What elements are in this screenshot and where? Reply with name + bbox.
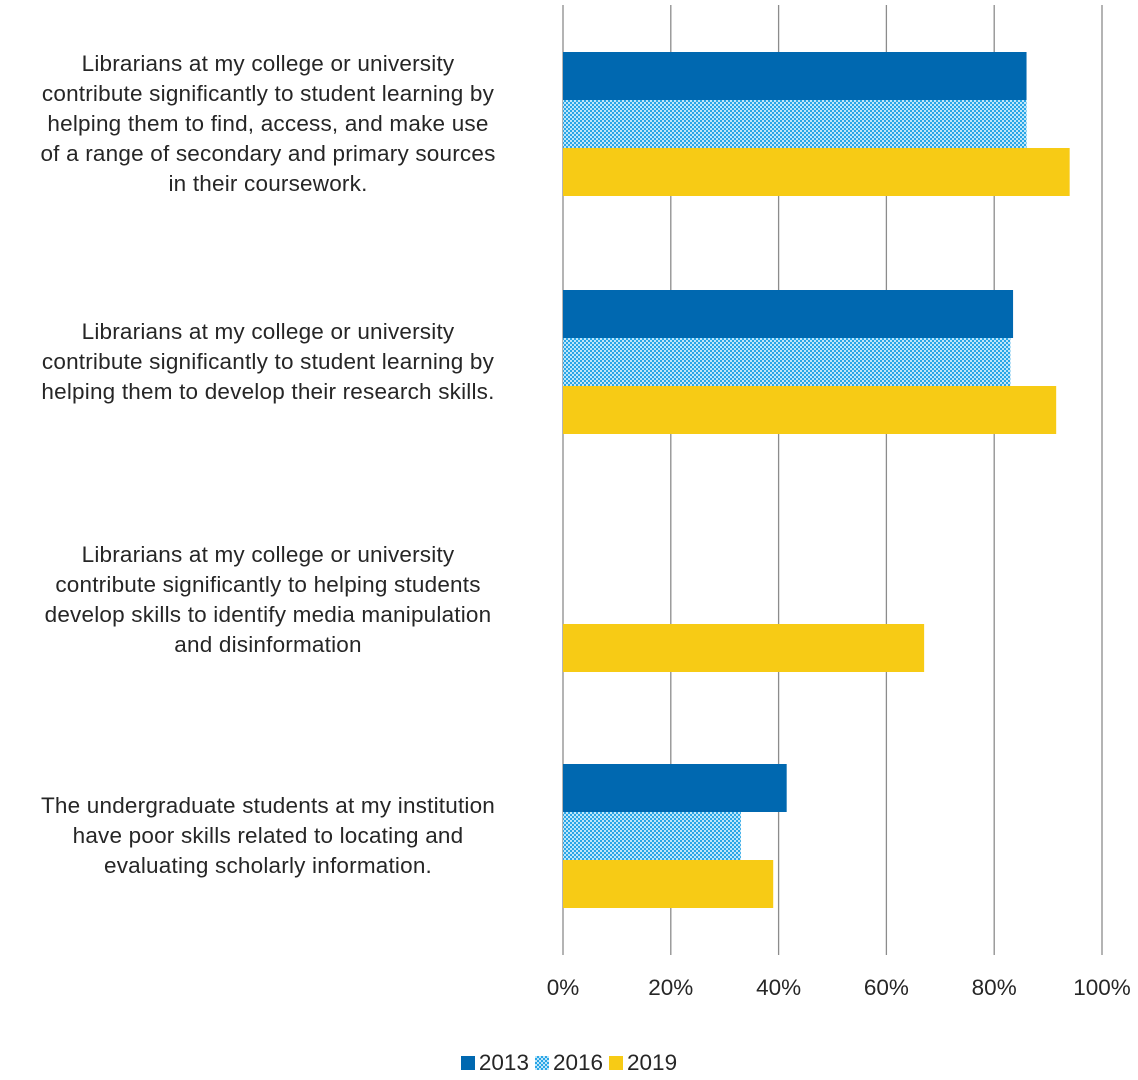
legend-label: 2013 (478, 1050, 529, 1075)
category-label-line: have poor skills related to locating and (72, 823, 464, 848)
bar-2013-category-4 (563, 764, 787, 812)
category-label-line: helping them to find, access, and make u… (47, 111, 489, 136)
legend-swatch (609, 1056, 624, 1070)
legend-label: 2016 (552, 1050, 604, 1075)
x-tick-label: 0% (547, 975, 580, 1000)
category-label-line: of a range of secondary and primary sour… (40, 141, 496, 166)
bar-2016-category-4 (563, 812, 741, 860)
category-label-line: helping them to develop their research s… (41, 379, 495, 404)
bars (563, 52, 1070, 908)
x-tick-label: 80% (972, 975, 1017, 1000)
category-label-line: and disinformation (174, 632, 362, 657)
legend-swatch (534, 1056, 549, 1070)
legend-item-2019: 2019 (609, 1050, 677, 1076)
category-label-1: Librarians at my college or university co… (0, 49, 538, 199)
chart-svg: 0% 20% 40% 60% 80% 100% (547, 5, 1131, 1000)
category-label-3: Librarians at my college or university co… (0, 540, 538, 660)
x-tick-label: 60% (864, 975, 909, 1000)
bar-2013-category-1 (563, 52, 1027, 100)
category-label-line: in their coursework. (168, 171, 368, 196)
category-label-line: evaluating scholarly information. (103, 853, 433, 878)
bar-2019-category-2 (563, 386, 1057, 434)
category-label-line: contribute significantly to student lear… (41, 81, 495, 106)
bar-2013-category-2 (563, 290, 1014, 338)
category-label-2: Librarians at my college or university co… (0, 317, 538, 407)
x-tick-label: 20% (648, 975, 693, 1000)
category-label-4: The undergraduate students at my institu… (0, 791, 538, 881)
x-tick-label: 40% (756, 975, 801, 1000)
category-label-line: develop skills to identify media manipul… (44, 602, 492, 627)
category-label-line: Librarians at my college or university (81, 51, 455, 76)
legend-label: 2019 (627, 1050, 678, 1075)
x-tick-label: 100% (1073, 975, 1131, 1000)
bar-2016-category-1 (563, 100, 1027, 148)
category-label-line: contribute significantly to student lear… (41, 349, 495, 374)
legend-swatch (460, 1056, 475, 1070)
legend-item-2016: 2016 (534, 1050, 604, 1076)
bar-2016-category-2 (563, 338, 1011, 386)
bar-2019-category-3 (563, 624, 925, 672)
category-label-line: The undergraduate students at my institu… (40, 793, 496, 818)
bar-2019-category-1 (563, 148, 1070, 196)
legend: 2013 2016 2019 (0, 1050, 1138, 1076)
category-label-line: Librarians at my college or university (81, 319, 455, 344)
x-axis-ticks: 0% 20% 40% 60% 80% 100% (547, 975, 1131, 1000)
bar-2019-category-4 (563, 860, 774, 908)
category-label-line: Librarians at my college or university (81, 542, 455, 567)
legend-item-2013: 2013 (460, 1050, 529, 1076)
category-label-line: contribute significantly to helping stud… (55, 572, 481, 597)
